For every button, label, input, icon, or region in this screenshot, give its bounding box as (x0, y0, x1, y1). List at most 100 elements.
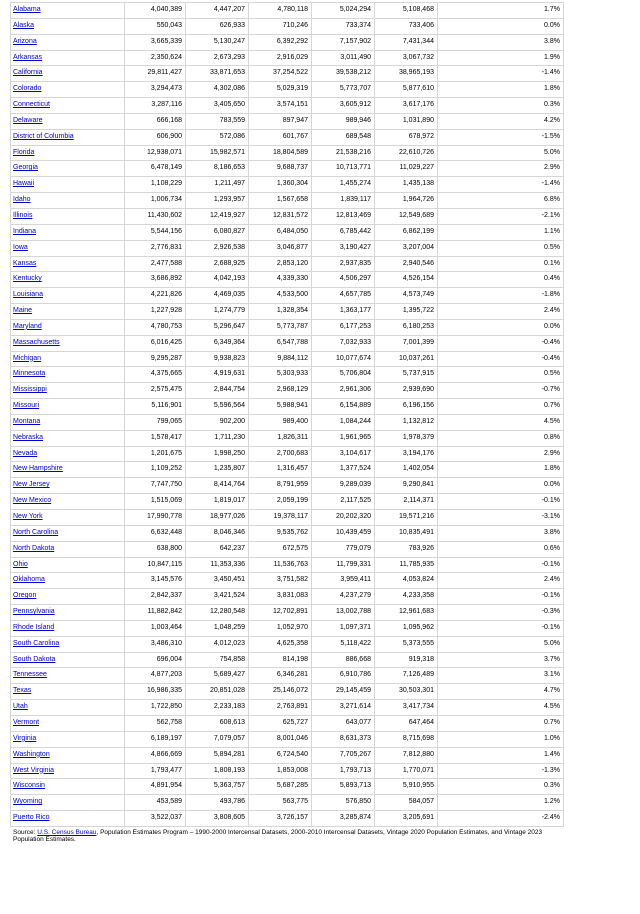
state-link[interactable]: Alaska (13, 21, 35, 29)
state-cell: North Carolina (10, 524, 125, 542)
population-cell: 12,280,548 (185, 604, 249, 621)
percent-change-cell: -2.4% (437, 810, 564, 827)
state-link[interactable]: Rhode Island (13, 623, 55, 631)
state-link[interactable]: Minnesota (13, 370, 46, 378)
population-cell: 1,316,457 (248, 461, 312, 479)
population-cell: 8,791,959 (248, 477, 312, 495)
state-link[interactable]: South Carolina (13, 639, 60, 647)
population-cell: 4,573,749 (374, 287, 438, 305)
state-link[interactable]: Nevada (13, 449, 38, 457)
state-link[interactable]: Wisconsin (13, 782, 45, 790)
state-link[interactable]: California (13, 69, 43, 77)
state-link[interactable]: New Jersey (13, 481, 50, 489)
state-link[interactable]: Illinois (13, 211, 33, 219)
population-cell: 3,605,912 (311, 97, 375, 114)
table-row: Wisconsin 4,891,954 5,363,757 5,687,285 5,89… (10, 778, 564, 796)
population-cell: 2,117,525 (311, 493, 375, 510)
state-link[interactable]: Michigan (13, 354, 42, 362)
state-link[interactable]: Nebraska (13, 433, 43, 441)
population-cell: 550,043 (124, 17, 186, 35)
state-cell: Alabama (10, 2, 125, 19)
state-link[interactable]: Iowa (13, 243, 28, 251)
population-cell: 3,194,176 (374, 445, 438, 463)
population-cell: 5,130,247 (185, 33, 249, 51)
state-link[interactable]: New Mexico (13, 497, 52, 505)
state-link[interactable]: Tennessee (13, 671, 47, 679)
state-link[interactable]: North Carolina (13, 528, 59, 536)
population-cell: 4,877,203 (124, 667, 186, 685)
state-link[interactable]: Arizona (13, 37, 37, 45)
state-link[interactable]: New Hampshire (13, 465, 63, 473)
state-link[interactable]: Virginia (13, 734, 37, 742)
state-link[interactable]: Louisiana (13, 291, 43, 299)
population-cell: 1,201,675 (124, 445, 186, 463)
state-link[interactable]: Idaho (13, 196, 31, 204)
state-link[interactable]: Montana (13, 417, 41, 425)
state-link[interactable]: North Dakota (13, 544, 55, 552)
percent-change-cell: 5.0% (437, 635, 564, 653)
state-link[interactable]: Arkansas (13, 53, 43, 61)
state-link[interactable]: Wyoming (13, 798, 43, 806)
population-cell: 1,328,354 (248, 303, 312, 320)
population-cell: 11,882,842 (124, 604, 186, 621)
table-row: Oregon 2,842,337 3,421,524 3,831,083 4,237,2… (10, 588, 564, 606)
state-link[interactable]: Pennsylvania (13, 608, 55, 616)
population-cell: 5,116,901 (124, 398, 186, 415)
state-link[interactable]: Kentucky (13, 275, 42, 283)
table-row: Mississippi 2,575,475 2,844,754 2,968,129 2,… (10, 382, 564, 400)
state-link[interactable]: Mississippi (13, 386, 47, 394)
census-bureau-link[interactable]: U.S. Census Bureau (37, 829, 97, 836)
state-cell: Utah (10, 699, 125, 716)
population-cell: 19,378,117 (248, 509, 312, 526)
state-link[interactable]: Washington (13, 750, 50, 758)
state-link[interactable]: Alabama (13, 6, 41, 13)
population-cell: 5,296,647 (185, 318, 249, 336)
state-link[interactable]: Vermont (13, 718, 40, 726)
population-cell: 4,780,753 (124, 318, 186, 336)
population-cell: 4,447,207 (185, 2, 249, 19)
state-link[interactable]: Kansas (13, 259, 37, 267)
percent-change-cell: 0.6% (437, 540, 564, 558)
state-link[interactable]: West Virginia (13, 766, 54, 774)
state-link[interactable]: Utah (13, 703, 28, 711)
state-link[interactable]: Texas (13, 687, 32, 695)
state-link[interactable]: New York (13, 513, 43, 520)
state-link[interactable]: Maryland (13, 322, 42, 330)
state-link[interactable]: South Dakota (13, 655, 56, 663)
state-link[interactable]: Indiana (13, 227, 36, 235)
population-cell: 7,126,489 (374, 667, 438, 685)
population-cell: 3,104,617 (311, 445, 375, 463)
population-cell: 562,758 (124, 714, 186, 732)
state-link[interactable]: Delaware (13, 116, 43, 124)
population-cell: 11,785,935 (374, 556, 438, 574)
population-cell: 1,360,304 (248, 176, 312, 194)
population-cell: 3,046,877 (248, 239, 312, 257)
population-cell: 12,702,891 (248, 604, 312, 621)
state-cell: Florida (10, 144, 125, 162)
population-cell: 5,544,156 (124, 223, 186, 241)
state-link[interactable]: Hawaii (13, 180, 35, 188)
state-cell: Pennsylvania (10, 604, 125, 621)
population-cell: 2,940,546 (374, 255, 438, 273)
population-cell: 6,910,786 (311, 667, 375, 685)
table-row: Tennessee 4,877,203 5,689,427 6,346,281 6,91… (10, 667, 564, 685)
state-link[interactable]: Colorado (13, 85, 42, 93)
state-link[interactable]: Oregon (13, 592, 37, 600)
state-link[interactable]: Missouri (13, 402, 40, 410)
state-link[interactable]: Connecticut (13, 101, 50, 109)
state-link[interactable]: Maine (13, 307, 33, 315)
state-link[interactable]: Florida (13, 148, 35, 156)
state-link[interactable]: Ohio (13, 560, 28, 568)
population-cell: 3,205,691 (374, 810, 438, 827)
population-cell: 1,978,379 (374, 429, 438, 447)
state-link[interactable]: Oklahoma (13, 576, 45, 584)
state-link[interactable]: Puerto Rico (13, 814, 50, 822)
population-cell: 7,812,880 (374, 746, 438, 764)
population-cell: 672,575 (248, 540, 312, 558)
state-link[interactable]: District of Columbia (13, 132, 74, 140)
state-cell: Arkansas (10, 49, 125, 67)
state-link[interactable]: Massachusetts (13, 338, 60, 346)
table-row: Pennsylvania 11,882,842 12,280,548 12,702,8… (10, 604, 564, 621)
state-link[interactable]: Georgia (13, 164, 38, 172)
table-row: Utah 1,722,850 2,233,183 2,763,891 3,271,614… (10, 699, 564, 716)
